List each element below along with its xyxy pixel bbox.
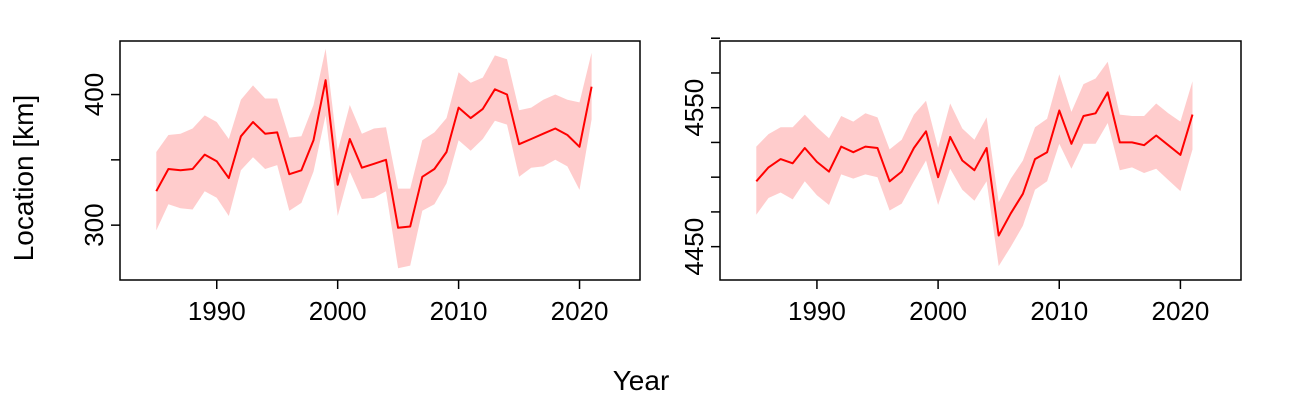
confidence-band — [756, 61, 1193, 267]
y-tick-label: 4450 — [679, 218, 709, 276]
confidence-band — [156, 48, 592, 269]
left-panel: 1990 2000 2010 2020 300 400 — [79, 40, 641, 326]
x-tick-label: 2010 — [430, 296, 488, 326]
right-panel: 1990 2000 2010 2020 4450 4550 — [679, 37, 1242, 326]
x-tick-label: 2000 — [909, 296, 967, 326]
y-tick-label: 400 — [79, 73, 109, 116]
y-axis-title: Location [km] — [8, 95, 39, 262]
y-tick-label: 4550 — [679, 79, 709, 137]
x-tick-label: 2020 — [1151, 296, 1209, 326]
x-tick-label: 2000 — [309, 296, 367, 326]
plot-frame — [719, 40, 1242, 281]
x-tick-label: 1990 — [188, 296, 246, 326]
x-tick-label: 2020 — [551, 296, 609, 326]
y-tick-label: 300 — [79, 203, 109, 246]
x-axis-title: Year — [613, 365, 670, 396]
x-tick-label: 2010 — [1030, 296, 1088, 326]
series-line — [155, 79, 593, 229]
x-tick-label: 1990 — [788, 296, 846, 326]
series-line — [755, 91, 1194, 237]
